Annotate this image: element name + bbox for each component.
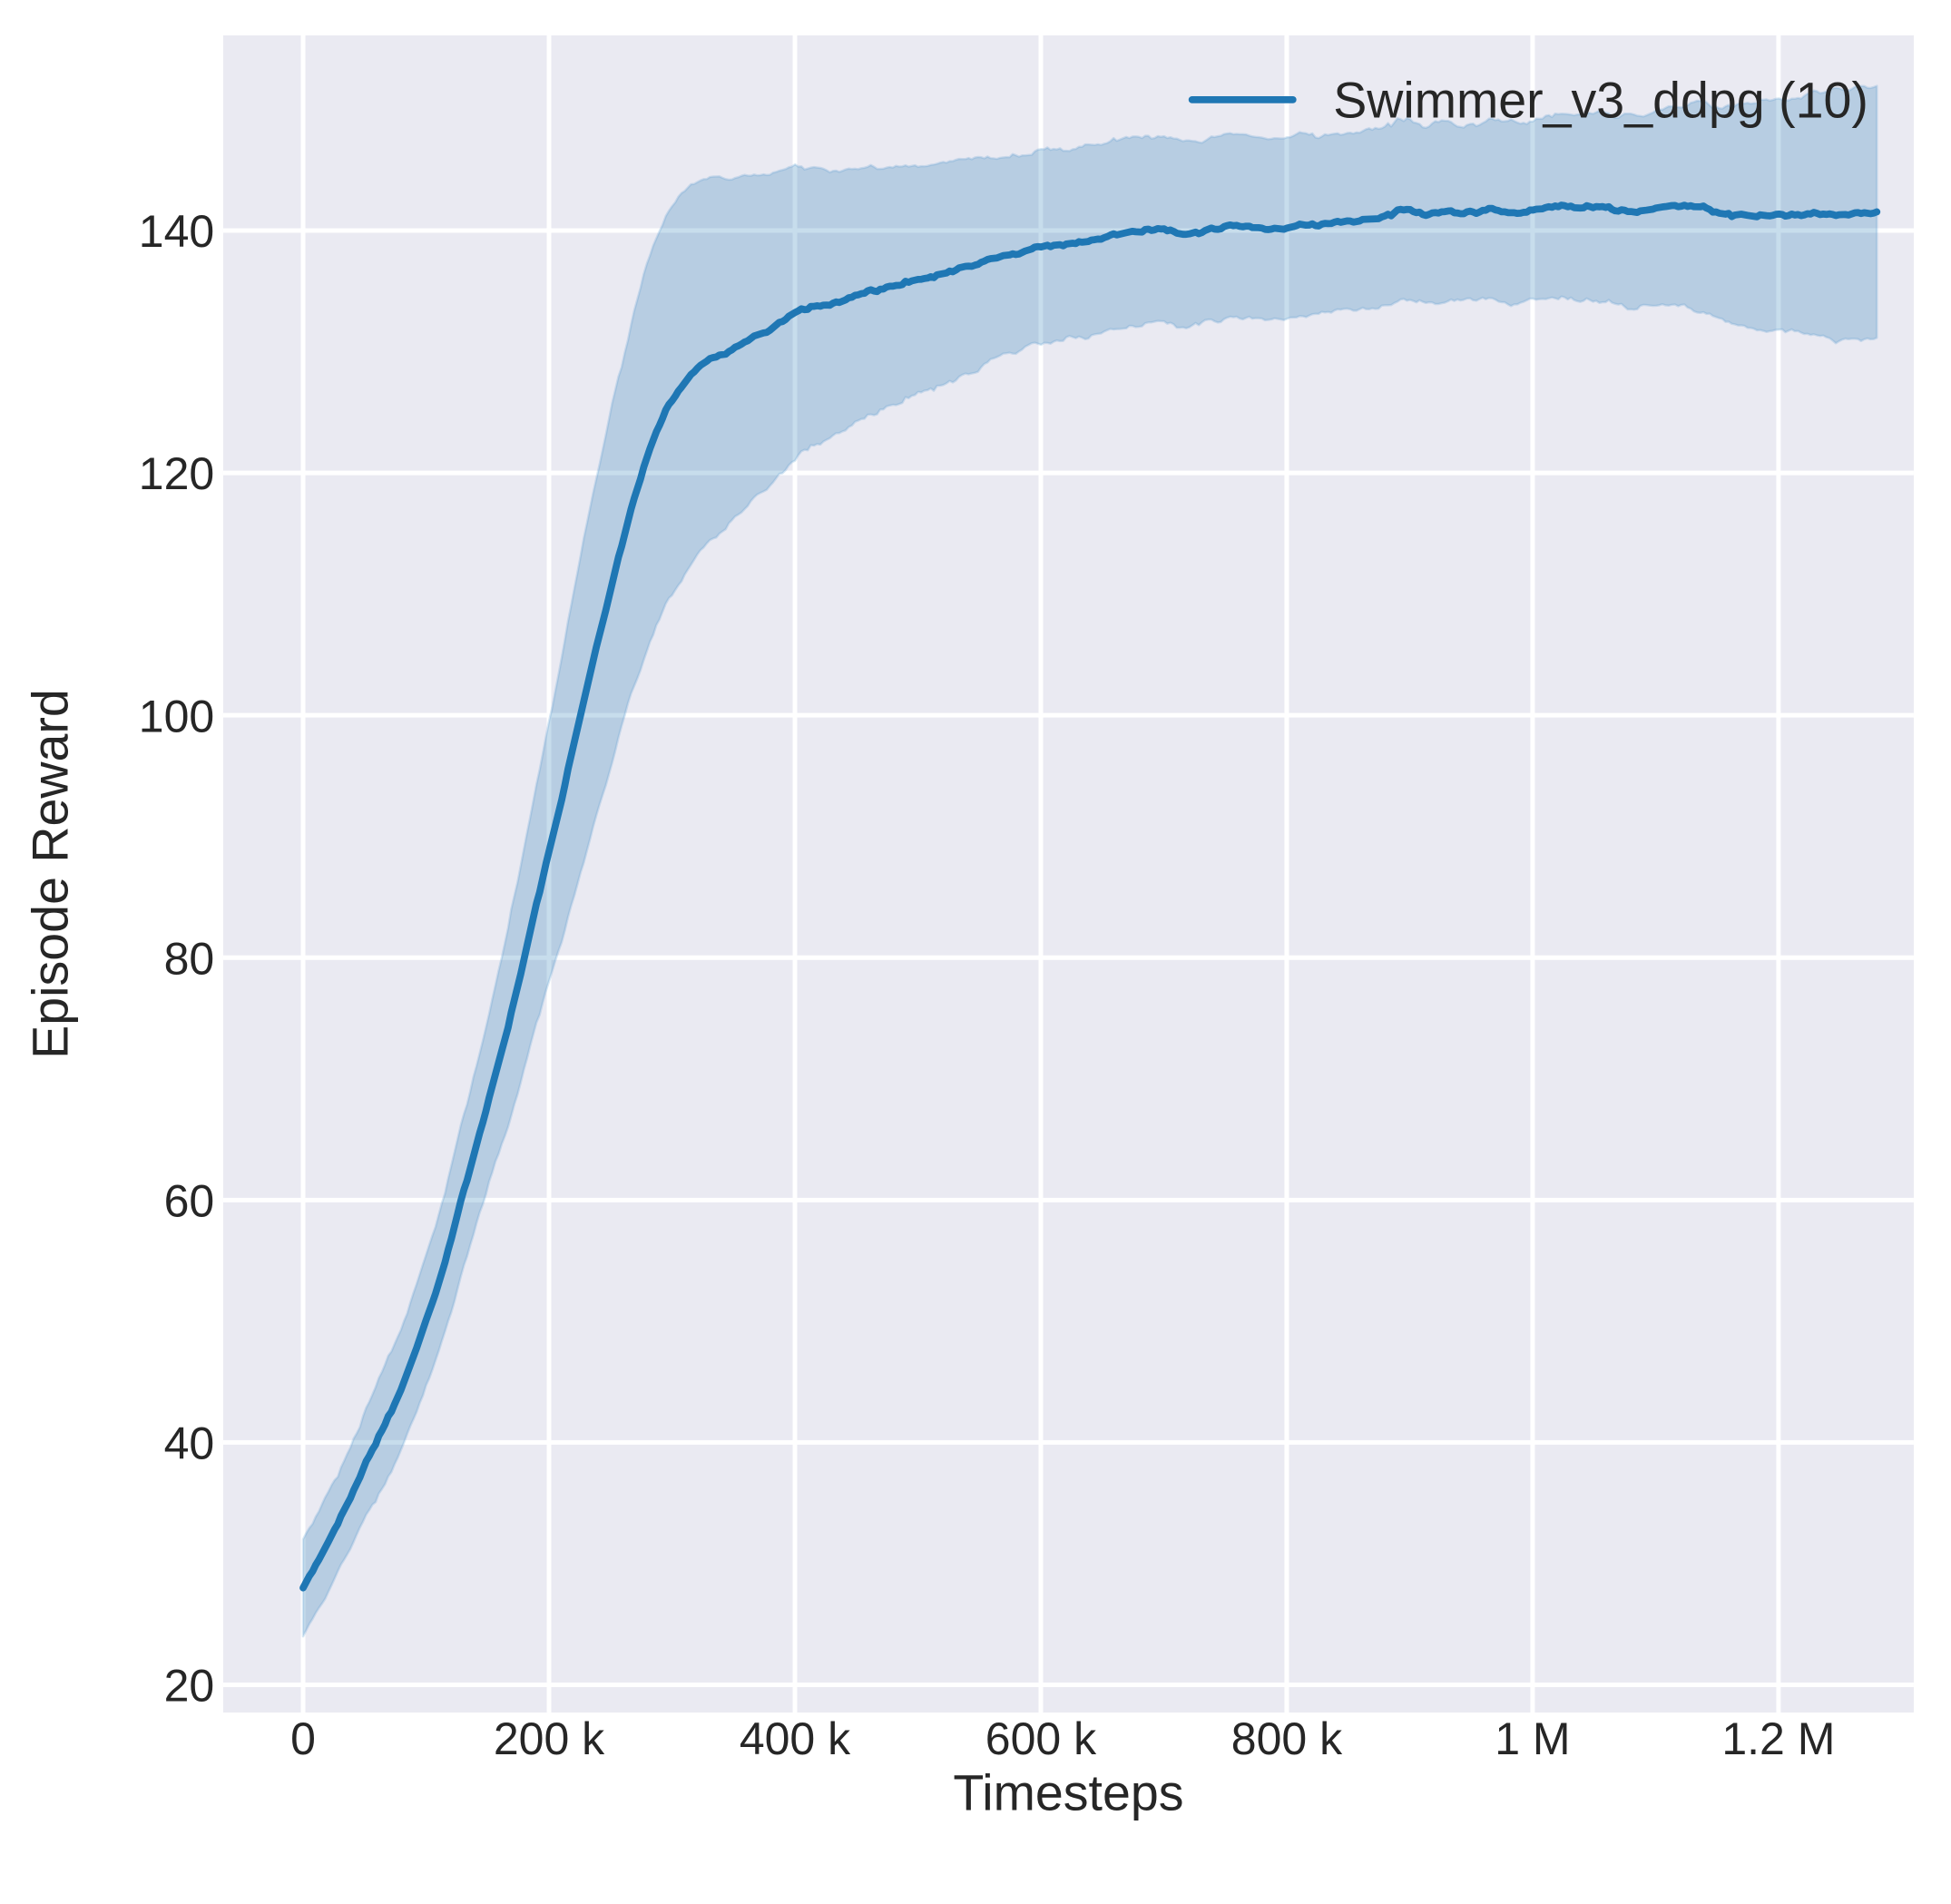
svg-text:Timesteps: Timesteps (953, 1765, 1183, 1821)
svg-text:60: 60 (164, 1175, 215, 1226)
svg-text:0: 0 (290, 1713, 316, 1764)
svg-text:40: 40 (164, 1418, 215, 1469)
svg-text:400 k: 400 k (740, 1713, 851, 1764)
svg-text:140: 140 (139, 206, 214, 257)
svg-text:80: 80 (164, 933, 215, 984)
svg-text:600 k: 600 k (985, 1713, 1097, 1764)
svg-text:200 k: 200 k (494, 1713, 605, 1764)
svg-text:Swimmer_v3_ddpg (10): Swimmer_v3_ddpg (10) (1333, 72, 1868, 128)
svg-text:800 k: 800 k (1231, 1713, 1343, 1764)
svg-text:1.2 M: 1.2 M (1721, 1713, 1835, 1764)
svg-text:100: 100 (139, 691, 214, 741)
svg-text:120: 120 (139, 448, 214, 499)
svg-text:20: 20 (164, 1661, 215, 1712)
svg-text:Episode Reward: Episode Reward (23, 689, 79, 1059)
svg-text:1 M: 1 M (1495, 1713, 1570, 1764)
